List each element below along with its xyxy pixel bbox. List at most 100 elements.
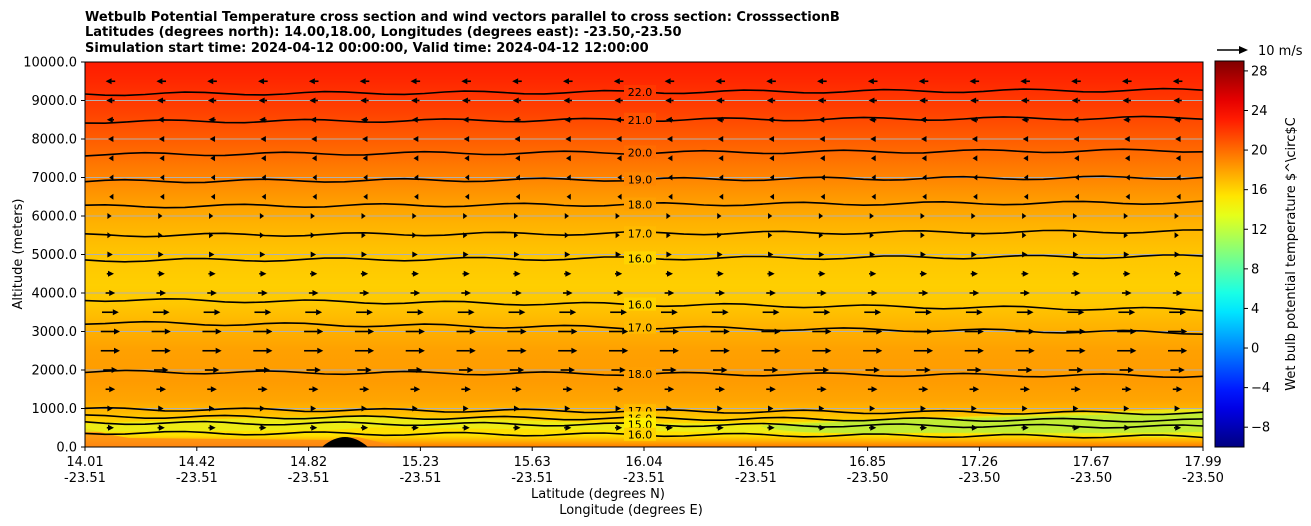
wind-vector-head (768, 213, 773, 219)
wind-vector-head (1074, 174, 1079, 181)
wind-vector-head (1023, 193, 1029, 200)
colorbar-tick-label: −4 (1251, 381, 1270, 396)
wind-vector-head (819, 270, 826, 277)
wind-vector-head (310, 116, 317, 123)
wind-vector-head (1023, 386, 1030, 393)
wind-vector-head (266, 328, 273, 335)
wind-vector-head (514, 270, 521, 277)
wind-vector-head (209, 405, 215, 412)
wind-vector-head (971, 213, 976, 219)
colorbar-tick-label: −8 (1251, 421, 1270, 436)
wind-vector-head (825, 347, 832, 354)
wind-vector-head (1173, 97, 1180, 104)
wind-vector-head (412, 213, 417, 219)
wind-vector-head (365, 367, 372, 373)
wind-vector-head (1079, 328, 1086, 335)
wind-vector-head (310, 405, 317, 412)
wind-vector-head (768, 270, 775, 277)
wind-vector-head (975, 367, 982, 373)
wind-vector-head (412, 136, 419, 142)
wind-vector-head (1127, 367, 1134, 373)
wind-vector-head (469, 328, 476, 335)
wind-vector-head (414, 386, 421, 393)
contour-label: 16.0 (628, 252, 653, 265)
wind-vector-head (1181, 347, 1188, 354)
wind-vector-head (108, 424, 115, 431)
wind-vector-head (769, 386, 776, 393)
wind-vector-head (1077, 367, 1084, 373)
wind-vector-head (673, 328, 680, 335)
wind-vector-head (361, 232, 366, 239)
wind-vector-head (667, 424, 674, 431)
wind-vector-head (368, 328, 375, 335)
wind-vector-head (1072, 116, 1079, 123)
wind-vector-head (717, 405, 723, 412)
wind-vector-head (1078, 309, 1085, 316)
wind-vector-head (920, 232, 925, 239)
wind-vector-head (666, 232, 671, 239)
wind-vector-head (667, 270, 674, 277)
wind-vector-head (157, 97, 164, 104)
wind-vector-head (1073, 136, 1079, 142)
wind-vector-head (158, 270, 165, 277)
wind-vector-head (259, 232, 265, 239)
colorbar (1214, 60, 1245, 448)
contour-label: 16.0 (628, 429, 653, 442)
contour-label-background (624, 297, 656, 311)
surface-warm-bump (85, 428, 400, 447)
wind-vector-head (875, 309, 882, 316)
wind-vector-head (973, 193, 978, 200)
wind-vector-head (362, 136, 368, 142)
wind-vector-head (418, 328, 425, 335)
wind-vector-head (1129, 309, 1136, 316)
x-tick-label-longitude: -23.50 (958, 471, 1000, 486)
wind-vector-head (259, 251, 266, 258)
wind-vector-head (207, 78, 214, 85)
plot-area: 22.0 21.0 20.0 19.0 18.0 17.0 16.0 16.0 17.0 18.0… (85, 62, 1203, 447)
wind-vector-head (871, 193, 876, 200)
wind-vector-head (111, 367, 118, 373)
wind-vector-head (570, 309, 577, 316)
wind-vector-head (311, 270, 318, 277)
wind-vector-head (1023, 290, 1030, 296)
x-tick-label-latitude: 14.82 (290, 455, 327, 470)
colorbar-tick-label: 16 (1251, 183, 1268, 198)
wind-vector-head (717, 251, 723, 258)
wind-vector-head (112, 309, 119, 316)
wind-vector-head (1130, 328, 1137, 335)
wind-vector-head (520, 347, 527, 354)
wind-vector-head (1125, 386, 1132, 393)
chart-title-line-1: Wetbulb Potential Temperature cross sect… (85, 10, 840, 25)
wind-vector-head (515, 155, 520, 162)
quiver-key-label: 10 m/s (1258, 44, 1303, 59)
wind-vector-head (1072, 213, 1078, 219)
wind-vector-head (1022, 405, 1028, 412)
wind-vector-head (876, 328, 883, 335)
wind-vector-head (820, 174, 825, 181)
wind-vector-head (107, 251, 113, 258)
wind-vector-head (414, 193, 419, 200)
wind-vector-head (259, 405, 266, 412)
wind-vector-head (768, 136, 775, 142)
contour-label: 22.0 (628, 86, 653, 99)
contour-label: 16.0 (628, 299, 653, 312)
wind-vector-head (723, 347, 730, 354)
wind-vector-head (620, 309, 627, 316)
wind-vector-head (717, 424, 724, 431)
wind-vector-head (1175, 155, 1181, 162)
x-tick-label-longitude: -23.50 (1070, 471, 1112, 486)
wind-vector-head (971, 232, 976, 239)
wind-vector-head (215, 347, 222, 354)
wind-vector-head (922, 193, 927, 200)
wind-vector-head (162, 367, 169, 373)
wind-vector-head (722, 309, 729, 316)
x-tick-label-longitude: -23.51 (511, 471, 553, 486)
wind-vector-head (767, 116, 774, 123)
terrain-peak (322, 437, 368, 447)
wind-vector-head (562, 78, 569, 85)
wind-vector-head (970, 116, 977, 123)
wind-vector-head (1026, 367, 1033, 373)
wind-vector-head (1130, 347, 1137, 354)
wind-vector-head (158, 405, 164, 412)
wind-vector-head (615, 405, 621, 412)
